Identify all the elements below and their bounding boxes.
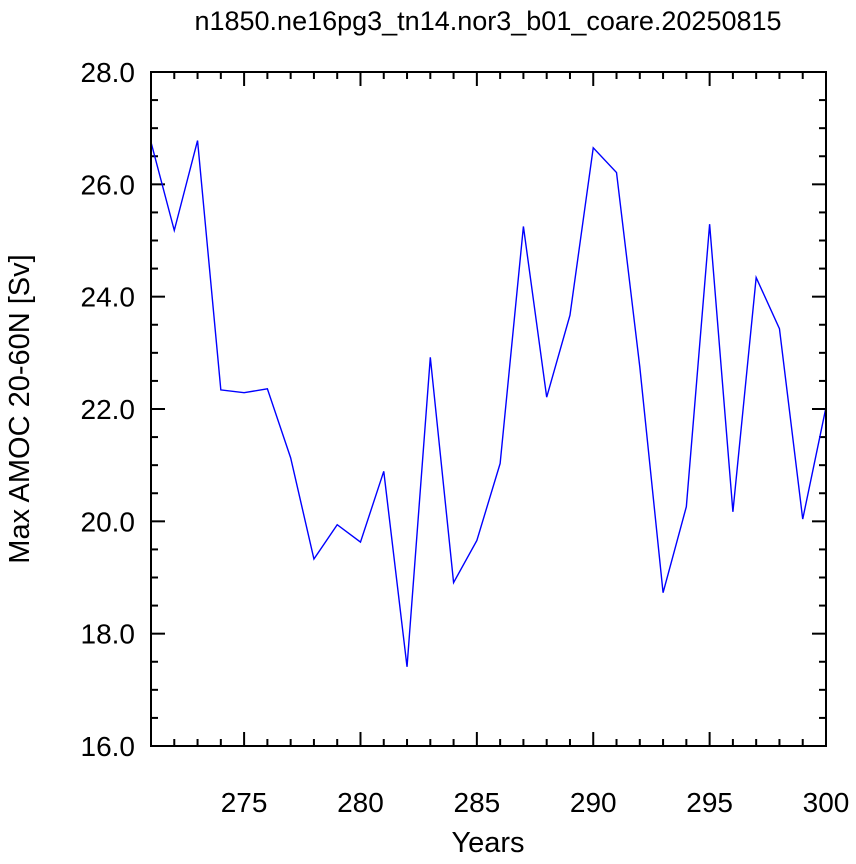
tick-labels: 275 280 285 290 295 300 16.0 18.0 20.0 22.0 24.0 26… <box>81 57 850 818</box>
y-tick-label: 26.0 <box>81 169 136 200</box>
x-tick-label: 275 <box>221 787 268 818</box>
x-tick-label: 285 <box>454 787 501 818</box>
plot-frame <box>150 71 827 747</box>
chart-title: n1850.ne16pg3_tn14.nor3_b01_coare.202508… <box>194 6 781 36</box>
y-axis-label: Max AMOC 20-60N [Sv] <box>4 254 36 563</box>
y-tick-label: 28.0 <box>81 57 136 88</box>
series-line <box>150 140 827 667</box>
x-tick-label: 295 <box>686 787 733 818</box>
x-tick-label: 280 <box>337 787 384 818</box>
y-tick-label: 22.0 <box>81 394 136 425</box>
y-tick-label: 18.0 <box>81 619 136 650</box>
x-tick-label: 290 <box>570 787 617 818</box>
x-tick-label: 300 <box>803 787 850 818</box>
y-tick-label: 24.0 <box>81 282 136 313</box>
series <box>150 140 827 667</box>
x-axis-label: Years <box>451 827 524 859</box>
y-tick-label: 16.0 <box>81 731 136 762</box>
y-tick-label: 20.0 <box>81 506 136 537</box>
